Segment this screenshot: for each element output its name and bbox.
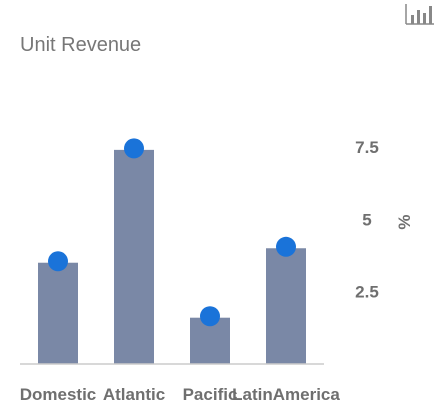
y-tick-label: 5 (362, 210, 371, 229)
marker-pacific[interactable] (200, 306, 220, 327)
markers-group (48, 138, 296, 327)
x-tick-label-domestic: Domestic (20, 385, 97, 404)
marker-atlantic[interactable] (124, 138, 144, 159)
x-tick-label-latinamerica: LatinAmerica (232, 385, 340, 404)
chart-title: Unit Revenue (20, 34, 142, 56)
y-axis-unit-label: % (395, 214, 414, 229)
y-tick-label: 2.5 (355, 283, 379, 302)
bar-chart-icon[interactable] (404, 2, 436, 26)
x-tick-label-pacific: Pacific (183, 385, 238, 404)
marker-latinamerica[interactable] (276, 236, 296, 257)
bars-group (38, 149, 306, 364)
y-tick-label: 7.5 (355, 138, 379, 157)
bar-domestic[interactable] (38, 262, 78, 364)
bar-latinamerica[interactable] (266, 248, 306, 364)
y-axis-ticks: 2.5 5 7.5 (355, 138, 379, 302)
bar-atlantic[interactable] (114, 149, 154, 364)
marker-domestic[interactable] (48, 251, 68, 272)
x-tick-label-atlantic: Atlantic (103, 385, 165, 404)
